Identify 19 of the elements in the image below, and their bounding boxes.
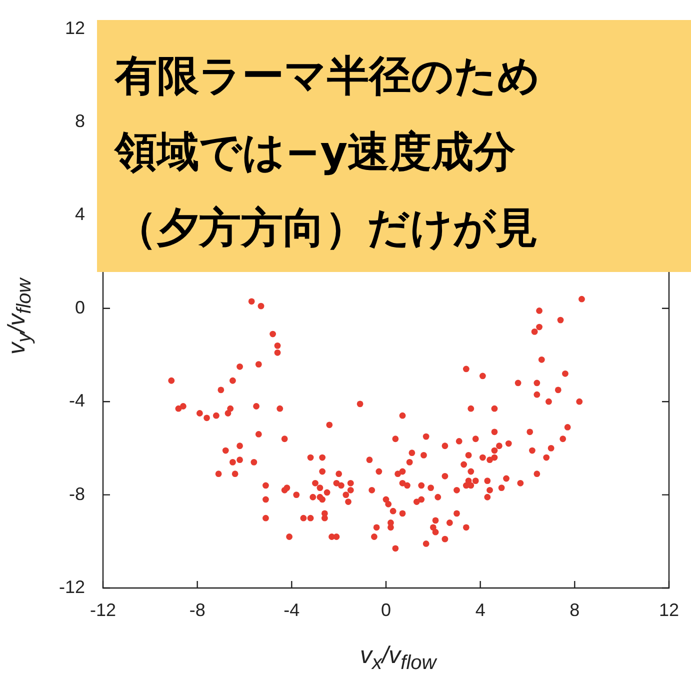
y-tick-label: -8 bbox=[68, 484, 85, 504]
y-tick-label: -4 bbox=[68, 390, 85, 411]
y-tick-label: -12 bbox=[58, 576, 85, 597]
x-tick-label: 12 bbox=[658, 600, 680, 620]
x-tick-label: -8 bbox=[189, 600, 206, 620]
y-tick-label: 4 bbox=[74, 204, 85, 224]
annotation: 有限ラーマ半径のため bbox=[115, 50, 541, 102]
y-tick-label: 12 bbox=[64, 18, 85, 38]
callout-box: 有限ラーマ半径のため 領域では−y速度成分 （夕方方向）だけが見 bbox=[97, 20, 691, 272]
x-tick-label: 8 bbox=[570, 600, 580, 620]
annotation: 領域では−y速度成分 bbox=[115, 126, 517, 178]
x-axis-title: v$_{x}$/v$_{flow}$ bbox=[360, 642, 436, 675]
x-tick-label: 4 bbox=[475, 600, 486, 620]
x-tick-label: 0 bbox=[380, 600, 391, 620]
x-tick-label: -12 bbox=[90, 600, 116, 620]
y-tick-label: 8 bbox=[74, 110, 85, 131]
annotation: （夕方方向）だけが見 bbox=[115, 202, 539, 254]
y-tick-label: 0 bbox=[74, 297, 85, 318]
x-tick-label: -4 bbox=[284, 600, 300, 620]
